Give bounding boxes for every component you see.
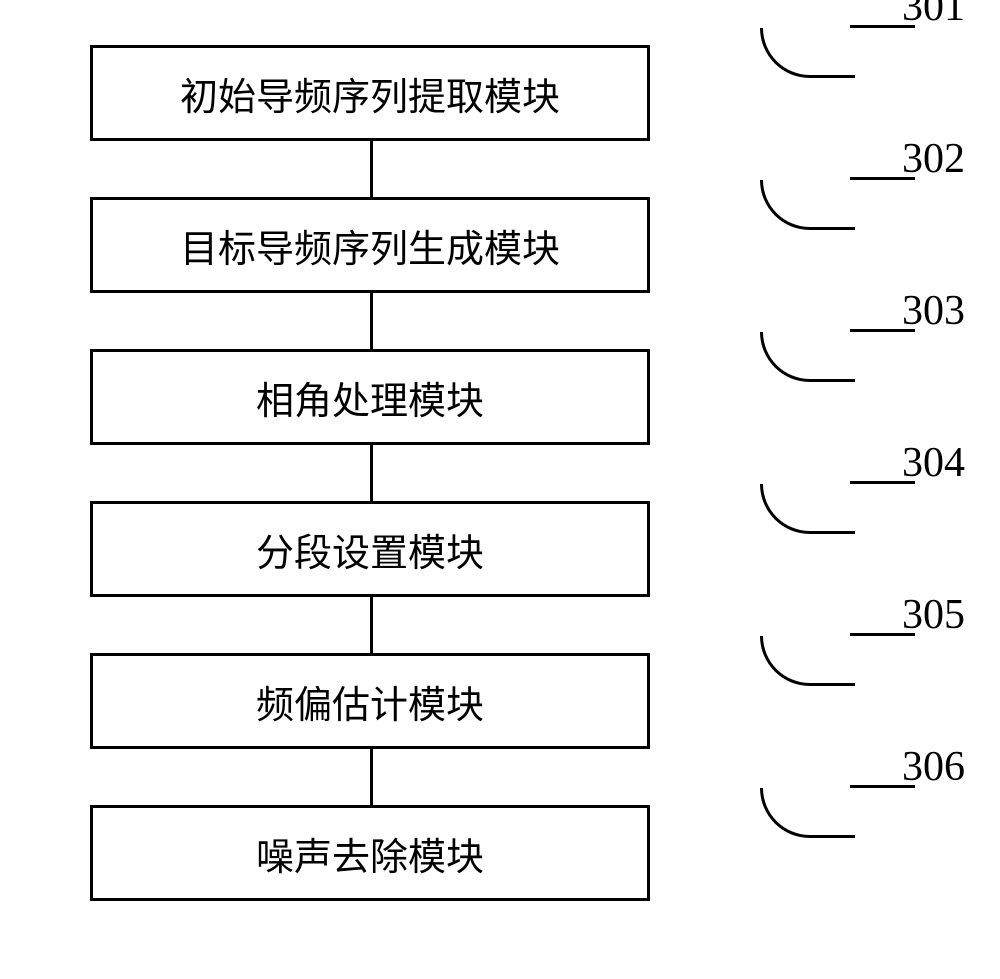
- node-box-6: 噪声去除模块: [90, 805, 650, 901]
- callout-number-4: 304: [902, 439, 965, 487]
- callout-number-2: 302: [902, 135, 965, 183]
- node-label-3: 相角处理模块: [256, 370, 484, 425]
- connector-3-4: [370, 445, 373, 501]
- node-row-3: 相角处理模块 303: [90, 349, 910, 445]
- callout-6: 306: [760, 823, 910, 883]
- connector-1-2: [370, 141, 373, 197]
- callout-line-5: 305: [760, 671, 910, 731]
- callout-4: 304: [760, 519, 910, 579]
- node-row-1: 初始导频序列提取模块 301: [90, 45, 910, 141]
- callout-line-6: 306: [760, 823, 910, 883]
- callout-1: 301: [760, 63, 910, 123]
- node-box-1: 初始导频序列提取模块: [90, 45, 650, 141]
- node-row-6: 噪声去除模块 306: [90, 805, 910, 901]
- callout-2: 302: [760, 215, 910, 275]
- node-label-2: 目标导频序列生成模块: [180, 218, 560, 273]
- node-label-4: 分段设置模块: [256, 522, 484, 577]
- callout-line-2: 302: [760, 215, 910, 275]
- callout-number-1: 301: [902, 0, 965, 31]
- node-row-4: 分段设置模块 304: [90, 501, 910, 597]
- node-box-4: 分段设置模块: [90, 501, 650, 597]
- node-box-3: 相角处理模块: [90, 349, 650, 445]
- callout-number-5: 305: [902, 591, 965, 639]
- connector-2-3: [370, 293, 373, 349]
- connector-4-5: [370, 597, 373, 653]
- callout-5: 305: [760, 671, 910, 731]
- callout-number-3: 303: [902, 287, 965, 335]
- callout-number-6: 306: [902, 743, 965, 791]
- callout-line-4: 304: [760, 519, 910, 579]
- node-box-5: 频偏估计模块: [90, 653, 650, 749]
- node-row-2: 目标导频序列生成模块 302: [90, 197, 910, 293]
- node-box-2: 目标导频序列生成模块: [90, 197, 650, 293]
- callout-3: 303: [760, 367, 910, 427]
- node-label-6: 噪声去除模块: [256, 826, 484, 881]
- flowchart-diagram: 初始导频序列提取模块 301 目标导频序列生成模块 302 相角处理模块: [90, 45, 910, 901]
- node-label-1: 初始导频序列提取模块: [180, 66, 560, 121]
- connector-5-6: [370, 749, 373, 805]
- node-row-5: 频偏估计模块 305: [90, 653, 910, 749]
- callout-line-1: 301: [760, 63, 910, 123]
- node-label-5: 频偏估计模块: [256, 674, 484, 729]
- callout-line-3: 303: [760, 367, 910, 427]
